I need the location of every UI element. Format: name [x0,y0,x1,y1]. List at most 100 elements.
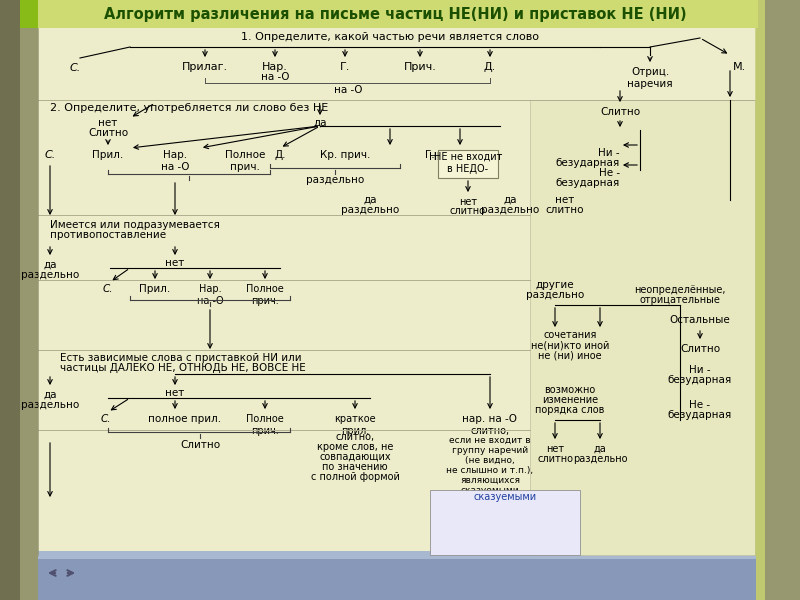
Text: (не видно,: (не видно, [465,456,515,465]
Text: Нар.
на -О: Нар. на -О [197,284,223,305]
Text: возможно: возможно [544,385,596,395]
Bar [38,555,756,600]
Text: Слитно: Слитно [600,107,640,117]
Text: НЕ не входит
в НЕДО-: НЕ не входит в НЕДО- [434,152,502,173]
Bar [530,100,755,555]
Text: Нар.: Нар. [262,62,288,72]
Text: Полное
прич.: Полное прич. [246,284,284,305]
Text: раздельно: раздельно [526,290,584,300]
Text: Слитно: Слитно [180,440,220,450]
Bar [0,0,20,600]
Text: неопределённые,: неопределённые, [634,285,726,295]
Text: 2. Определите, употребляется ли слово без НЕ: 2. Определите, употребляется ли слово бе… [50,103,328,113]
Text: нет: нет [459,197,477,207]
Text: С.: С. [44,150,56,160]
Bar [20,0,38,28]
Text: 1. Определите, какой частью речи является слово: 1. Определите, какой частью речи являетс… [241,32,539,42]
Text: раздельно: раздельно [306,175,364,185]
Bar [430,490,580,555]
Text: полное прил.: полное прил. [149,414,222,424]
Text: отрицательные: отрицательные [639,295,721,305]
Text: на -О: на -О [334,85,362,95]
Text: раздельно: раздельно [341,205,399,215]
Text: безударная: безударная [668,375,732,385]
Text: С.: С. [102,284,114,294]
Bar [38,551,756,559]
Text: Прилаг.: Прилаг. [182,62,228,72]
Text: порядка слов: порядка слов [535,405,605,415]
Text: Г.: Г. [340,62,350,72]
Text: нет: нет [166,258,185,268]
Text: краткое
прил.: краткое прил. [334,414,376,436]
Text: да: да [43,390,57,400]
Text: Есть зависимые слова с приставкой НИ или: Есть зависимые слова с приставкой НИ или [60,353,302,363]
Text: Полное
прич.: Полное прич. [246,414,284,436]
Text: Ни -: Ни - [598,148,620,158]
Text: не(ни)кто иной: не(ни)кто иной [531,340,609,350]
Text: сказуемыми: сказуемыми [461,486,519,495]
Bar [755,0,765,600]
Text: не слышно и т.п.),: не слышно и т.п.), [446,466,534,475]
Text: на -О: на -О [261,72,290,82]
Text: группу наречий: группу наречий [452,446,528,455]
Text: Прич.: Прич. [403,62,437,72]
Text: кроме слов, не: кроме слов, не [317,442,393,452]
Text: М.: М. [734,62,746,72]
Text: нет: нет [98,118,118,128]
Text: Полное
прич.: Полное прич. [225,150,265,172]
Text: Не -: Не - [599,168,620,178]
Text: Слитно: Слитно [680,344,720,354]
Text: Прил.: Прил. [139,284,170,294]
Text: изменение: изменение [542,395,598,405]
Text: Остальные: Остальные [670,315,730,325]
Bar [762,0,800,600]
Bar [38,28,756,556]
Text: раздельно: раздельно [573,454,627,464]
Text: безударная: безударная [556,158,620,168]
Text: другие: другие [536,280,574,290]
Text: да: да [363,195,377,205]
Text: С.: С. [70,63,81,73]
Text: да: да [594,444,606,454]
Text: если не входит в: если не входит в [449,436,531,445]
Text: слитно: слитно [450,206,486,216]
Text: Отриц.
наречия: Отриц. наречия [627,67,673,89]
Text: Ни -: Ни - [689,365,711,375]
Text: НЕ не входит
в НЕДО-: НЕ не входит в НЕДО- [429,152,502,173]
Text: Кр. прич.: Кр. прич. [320,150,370,160]
Bar [38,0,758,28]
Bar [438,150,498,178]
Bar [20,0,38,600]
Text: слитно,: слитно, [470,426,510,436]
Text: Не -: Не - [690,400,710,410]
Text: с полной формой: с полной формой [310,472,399,482]
Text: Слитно: Слитно [88,128,128,138]
Text: С.: С. [101,414,111,424]
Text: Д.: Д. [274,150,286,160]
Text: Нар.
на -О: Нар. на -О [161,150,190,172]
Text: сочетания: сочетания [543,330,597,340]
Text: безударная: безударная [556,178,620,188]
Text: противопоставление: противопоставление [50,230,166,240]
Text: по значению: по значению [322,462,388,472]
Text: являющихся: являющихся [460,476,520,485]
Text: слитно: слитно [537,454,573,464]
Text: Прил.: Прил. [92,150,124,160]
Text: Имеется или подразумевается: Имеется или подразумевается [50,220,220,230]
Text: нет: нет [546,444,564,454]
Text: совпадающих: совпадающих [319,452,391,462]
Text: Алгоритм различения на письме частиц НЕ(НИ) и приставок НЕ (НИ): Алгоритм различения на письме частиц НЕ(… [104,7,686,22]
Text: раздельно: раздельно [21,400,79,410]
Text: нет: нет [555,195,574,205]
Text: слитно: слитно [546,205,584,215]
Text: слитно,: слитно, [335,432,374,442]
Text: раздельно: раздельно [21,270,79,280]
Text: да: да [314,118,326,128]
Text: не (ни) иное: не (ни) иное [538,350,602,360]
Text: Д.: Д. [484,62,496,72]
Text: сказуемыми: сказуемыми [474,492,537,502]
Text: безударная: безударная [668,410,732,420]
Text: раздельно: раздельно [481,205,539,215]
Text: частицы ДАЛЕКО НЕ, ОТНЮДЬ НЕ, ВОВСЕ НЕ: частицы ДАЛЕКО НЕ, ОТНЮДЬ НЕ, ВОВСЕ НЕ [60,363,306,373]
Text: да: да [43,260,57,270]
